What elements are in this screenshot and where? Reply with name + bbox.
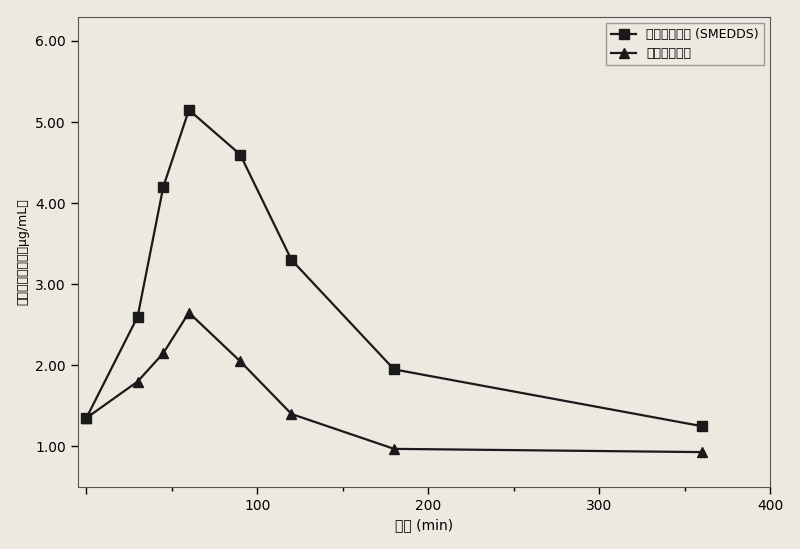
Y-axis label: 药根素血药浓度（μg/mL）: 药根素血药浓度（μg/mL）	[17, 198, 30, 305]
药根素拟盐液	[158, 350, 168, 356]
药根素拟盐液	[286, 411, 296, 417]
Line: 药根素拟盐液: 药根素拟盐液	[82, 308, 706, 457]
X-axis label: 时间 (min): 时间 (min)	[395, 518, 453, 533]
药根素拟盐液	[133, 378, 142, 385]
药根素自微乳 (SMEDDS)	[133, 313, 142, 320]
药根素自微乳 (SMEDDS)	[390, 366, 399, 373]
药根素拟盐液	[235, 358, 245, 365]
药根素拟盐液	[184, 309, 194, 316]
药根素自微乳 (SMEDDS)	[235, 151, 245, 158]
Legend: 药根素自微乳 (SMEDDS), 药根素拟盐液: 药根素自微乳 (SMEDDS), 药根素拟盐液	[606, 23, 764, 65]
药根素自微乳 (SMEDDS)	[697, 423, 706, 429]
药根素自微乳 (SMEDDS)	[158, 184, 168, 191]
药根素拟盐液	[390, 446, 399, 452]
药根素自微乳 (SMEDDS)	[184, 107, 194, 113]
药根素拟盐液	[82, 414, 91, 421]
药根素自微乳 (SMEDDS)	[82, 414, 91, 421]
药根素拟盐液	[697, 449, 706, 456]
药根素自微乳 (SMEDDS)	[286, 256, 296, 263]
Line: 药根素自微乳 (SMEDDS): 药根素自微乳 (SMEDDS)	[82, 105, 706, 431]
